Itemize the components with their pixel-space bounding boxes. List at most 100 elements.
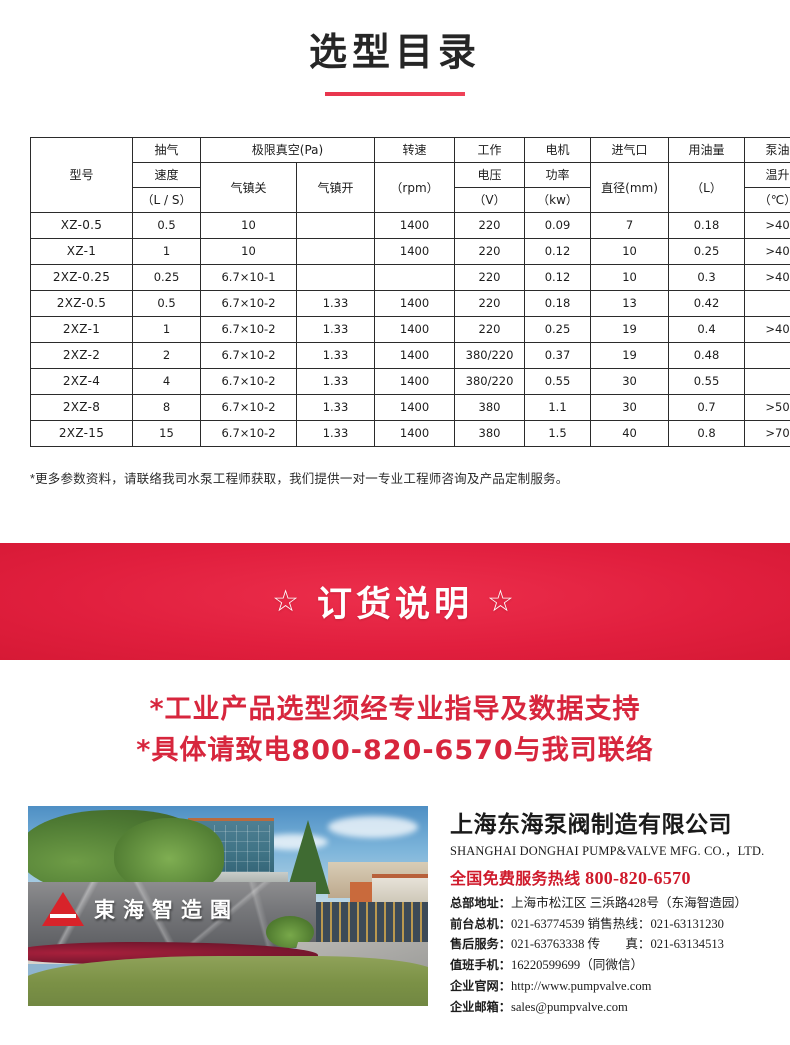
cell-oil: 0.7 bbox=[668, 393, 746, 421]
cell-vac-open: 1.33 bbox=[295, 289, 376, 317]
cell-volt: 220 bbox=[454, 263, 526, 291]
cell-speed: 0.5 bbox=[132, 289, 201, 317]
th-speed-unit: （L / S） bbox=[132, 186, 201, 213]
cell-vac-open bbox=[295, 211, 376, 239]
cell-model: 2XZ-4 bbox=[30, 367, 133, 395]
th-vacuum-group: 极限真空(Pa) bbox=[199, 136, 376, 163]
cell-rpm: 1400 bbox=[374, 211, 456, 239]
cell-temp bbox=[744, 367, 790, 395]
cell-vac-closed: 6.7×10-2 bbox=[200, 315, 297, 343]
cell-model: 2XZ-8 bbox=[30, 393, 133, 421]
hotline-number[interactable]: 800-820-6570 bbox=[585, 867, 691, 888]
cell-model: 2XZ-0.25 bbox=[30, 263, 133, 291]
contact-value: 021-63774539 销售热线：021-63131230 bbox=[510, 916, 724, 931]
cell-vac-closed: 10 bbox=[200, 211, 297, 239]
table-body: XZ-0.5 0.5 10 1400 220 0.09 7 0.18 >40 X… bbox=[30, 211, 790, 447]
th-temp-unit: （℃） bbox=[744, 186, 790, 213]
cell-volt: 380/220 bbox=[454, 341, 526, 369]
cell-rpm: 1400 bbox=[374, 289, 456, 317]
cell-vac-open: 1.33 bbox=[295, 315, 376, 343]
cell-speed: 4 bbox=[132, 367, 201, 395]
contact-label: 企业官网： bbox=[450, 978, 511, 993]
cell-volt: 220 bbox=[454, 211, 526, 239]
cell-vac-closed: 6.7×10-1 bbox=[200, 263, 297, 291]
cell-rpm: 1400 bbox=[374, 341, 456, 369]
th-power-l2: 功率 bbox=[524, 161, 592, 188]
cell-volt: 220 bbox=[454, 237, 526, 265]
contact-value: 021-63763338 传 真：021-63134513 bbox=[510, 937, 724, 952]
table-row: 2XZ-0.5 0.5 6.7×10-2 1.33 1400 220 0.18 … bbox=[30, 289, 790, 317]
cell-temp: >40 bbox=[744, 263, 790, 291]
cell-oil: 0.18 bbox=[668, 211, 746, 239]
th-speed-l1: 抽气 bbox=[132, 136, 201, 163]
table-header: 型号 抽气 极限真空(Pa) 转速 工作 电机 进气口 用油量 泵油 速度 气镇… bbox=[30, 136, 790, 213]
contact-line: 值班手机：16220599699（同微信） bbox=[450, 955, 770, 976]
cell-volt: 380 bbox=[454, 419, 526, 447]
cell-inlet: 19 bbox=[590, 315, 670, 343]
contact-value[interactable]: sales@pumpvalve.com bbox=[510, 999, 628, 1014]
cell-vac-closed: 6.7×10-2 bbox=[200, 419, 297, 447]
cell-temp: >70 bbox=[744, 419, 790, 447]
cell-rpm: 1400 bbox=[374, 419, 456, 447]
cell-inlet: 10 bbox=[590, 237, 670, 265]
cell-inlet: 19 bbox=[590, 341, 670, 369]
cell-power: 1.5 bbox=[524, 419, 592, 447]
cell-vac-open: 1.33 bbox=[295, 393, 376, 421]
cell-vac-open: 1.33 bbox=[295, 341, 376, 369]
cell-inlet: 7 bbox=[590, 211, 670, 239]
cell-vac-open: 1.33 bbox=[295, 367, 376, 395]
banner-text-group: ☆ 订货说明 ☆ bbox=[272, 576, 518, 627]
cell-inlet: 13 bbox=[590, 289, 670, 317]
cell-temp bbox=[744, 289, 790, 317]
cell-vac-open bbox=[295, 263, 376, 291]
cell-power: 0.12 bbox=[524, 263, 592, 291]
table-row: XZ-0.5 0.5 10 1400 220 0.09 7 0.18 >40 bbox=[30, 211, 790, 239]
th-rpm-l1: 转速 bbox=[374, 136, 456, 163]
cell-rpm: 1400 bbox=[374, 393, 456, 421]
cell-speed: 0.25 bbox=[132, 263, 201, 291]
cell-vac-open: 1.33 bbox=[295, 419, 376, 447]
contact-value: 16220599699（同微信） bbox=[510, 958, 644, 973]
contact-line: 售后服务：021-63763338 传 真：021-63134513 bbox=[450, 934, 770, 955]
cell-oil: 0.8 bbox=[668, 419, 746, 447]
contact-label: 售后服务： bbox=[450, 937, 511, 952]
contact-line: 前台总机：021-63774539 销售热线：021-63131230 bbox=[450, 914, 770, 935]
th-temp-l1: 泵油 bbox=[744, 136, 790, 163]
cell-volt: 380/220 bbox=[454, 367, 526, 395]
th-volt-unit: （V） bbox=[454, 186, 526, 213]
table-row: 2XZ-0.25 0.25 6.7×10-1 220 0.12 10 0.3 >… bbox=[30, 263, 790, 291]
cell-oil: 0.25 bbox=[668, 237, 746, 265]
th-rpm-unit: （rpm） bbox=[374, 161, 456, 213]
photo-tree bbox=[114, 818, 224, 892]
cell-vac-closed: 10 bbox=[200, 237, 297, 265]
header-row-3: （L / S） （V） （kw） （℃） bbox=[31, 186, 790, 213]
cell-inlet: 40 bbox=[590, 419, 670, 447]
th-model: 型号 bbox=[30, 136, 133, 213]
cell-power: 0.55 bbox=[524, 367, 592, 395]
table-row: XZ-1 1 10 1400 220 0.12 10 0.25 >40 bbox=[30, 237, 790, 265]
table-row: 2XZ-4 4 6.7×10-2 1.33 1400 380/220 0.55 … bbox=[30, 367, 790, 395]
cell-model: 2XZ-2 bbox=[30, 341, 133, 369]
page-title: 选型目录 bbox=[308, 32, 481, 74]
cell-model: XZ-0.5 bbox=[30, 211, 133, 239]
th-inlet-l1: 进气口 bbox=[590, 136, 670, 163]
cell-rpm bbox=[374, 263, 456, 291]
footer-section: 東海智造園 上海东海泵阀制造有限公司 SHANGHAI DONGHAI PUMP… bbox=[0, 806, 790, 1014]
notice-line-1: *工业产品选型须经专业指导及数据支持 bbox=[149, 694, 641, 725]
table-row: 2XZ-1 1 6.7×10-2 1.33 1400 220 0.25 19 0… bbox=[30, 315, 790, 343]
contact-lines: 总部地址：上海市松江区 三浜路428号（东海智造园） 前台总机：021-6377… bbox=[450, 893, 770, 1018]
contact-line: 总部地址：上海市松江区 三浜路428号（东海智造园） bbox=[450, 893, 770, 914]
th-power-unit: （kw） bbox=[524, 186, 592, 213]
company-gate-photo: 東海智造園 bbox=[28, 806, 428, 1006]
cell-rpm: 1400 bbox=[374, 315, 456, 343]
contact-label: 前台总机： bbox=[450, 916, 511, 931]
cell-oil: 0.42 bbox=[668, 289, 746, 317]
cell-model: 2XZ-1 bbox=[30, 315, 133, 343]
cell-volt: 220 bbox=[454, 315, 526, 343]
cell-model: 2XZ-0.5 bbox=[30, 289, 133, 317]
th-vacuum-open: 气镇开 bbox=[295, 161, 376, 213]
cell-model: XZ-1 bbox=[30, 237, 133, 265]
contact-value[interactable]: http://www.pumpvalve.com bbox=[510, 978, 652, 993]
cell-power: 0.12 bbox=[524, 237, 592, 265]
